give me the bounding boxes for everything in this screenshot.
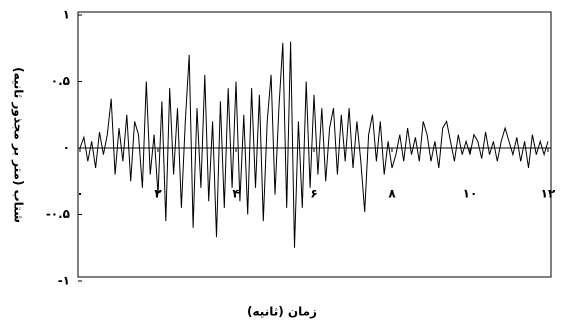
x-tick-label: ۱۲ xyxy=(541,187,556,201)
x-tick-label: ۰ xyxy=(76,187,83,201)
y-tick-label: -۰.۵ xyxy=(46,207,70,221)
x-tick-label: ۶ xyxy=(310,187,317,201)
x-axis-label: زمان (ثانیه) xyxy=(247,305,317,319)
x-tick-label: ۸ xyxy=(388,187,396,201)
plot-frame xyxy=(77,11,552,278)
y-tick-label: -۱ xyxy=(58,274,70,288)
x-tick-label: ۱۰ xyxy=(463,187,478,201)
y-axis-label: شتاب (متر بر مجذور ثانیه) xyxy=(11,67,26,223)
signal-line xyxy=(79,41,549,248)
x-tick-label: ۴ xyxy=(232,187,239,201)
y-tick-label: ۰ xyxy=(63,141,70,155)
y-tick-label: ۱ xyxy=(63,8,70,22)
y-tick-label: ۰.۵ xyxy=(51,74,70,88)
